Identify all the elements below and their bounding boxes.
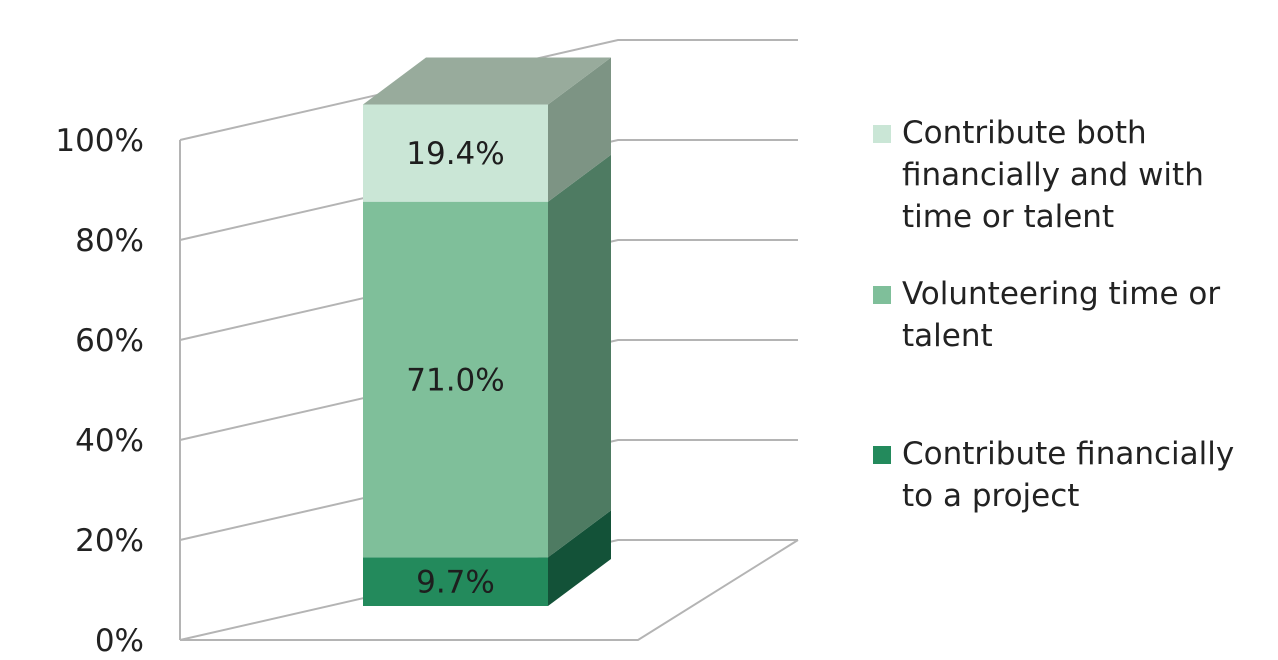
data-label: 71.0%	[406, 363, 504, 399]
bar-stack	[363, 57, 611, 606]
data-labels: 9.7% 71.0% 19.4%	[406, 136, 504, 601]
legend-label: financially and with	[902, 157, 1204, 193]
gridline	[179, 39, 798, 141]
bar-segment	[363, 557, 548, 606]
y-tick-label: 20%	[75, 523, 144, 559]
legend-label: Volunteering time or	[902, 276, 1220, 312]
gridline	[179, 439, 798, 541]
data-label: 19.4%	[406, 136, 504, 172]
bar-top-face	[363, 57, 611, 105]
y-tick-label: 100%	[55, 123, 144, 159]
chart-gridlines	[179, 39, 799, 641]
y-tick-label: 60%	[75, 323, 144, 359]
y-tick-label: 80%	[75, 223, 144, 259]
data-label: 9.7%	[416, 565, 495, 601]
bar-segment-side	[548, 154, 611, 558]
legend: Contribute both financially and with time …	[873, 115, 1234, 514]
legend-label: talent	[902, 318, 993, 354]
y-tick-label: 40%	[75, 423, 144, 459]
legend-label: Contribute both	[902, 115, 1147, 151]
y-axis-tick-labels: 0% 20% 40% 60% 80% 100%	[55, 123, 144, 659]
legend-swatch	[873, 446, 891, 464]
gridline	[179, 239, 798, 341]
gridline	[179, 139, 798, 241]
y-tick-label: 0%	[95, 623, 144, 659]
legend-label: time or talent	[902, 199, 1114, 235]
bar-segment-side	[548, 57, 611, 202]
gridline	[179, 339, 798, 441]
legend-label: Contribute financially	[902, 436, 1234, 472]
floor-edge	[180, 539, 799, 641]
bar-segment	[363, 201, 548, 558]
legend-swatch	[873, 286, 891, 304]
gridline	[179, 539, 798, 641]
bar-segment-side	[548, 510, 611, 606]
legend-swatch	[873, 125, 891, 143]
bar-segment	[363, 104, 548, 202]
legend-label: to a project	[902, 478, 1079, 514]
